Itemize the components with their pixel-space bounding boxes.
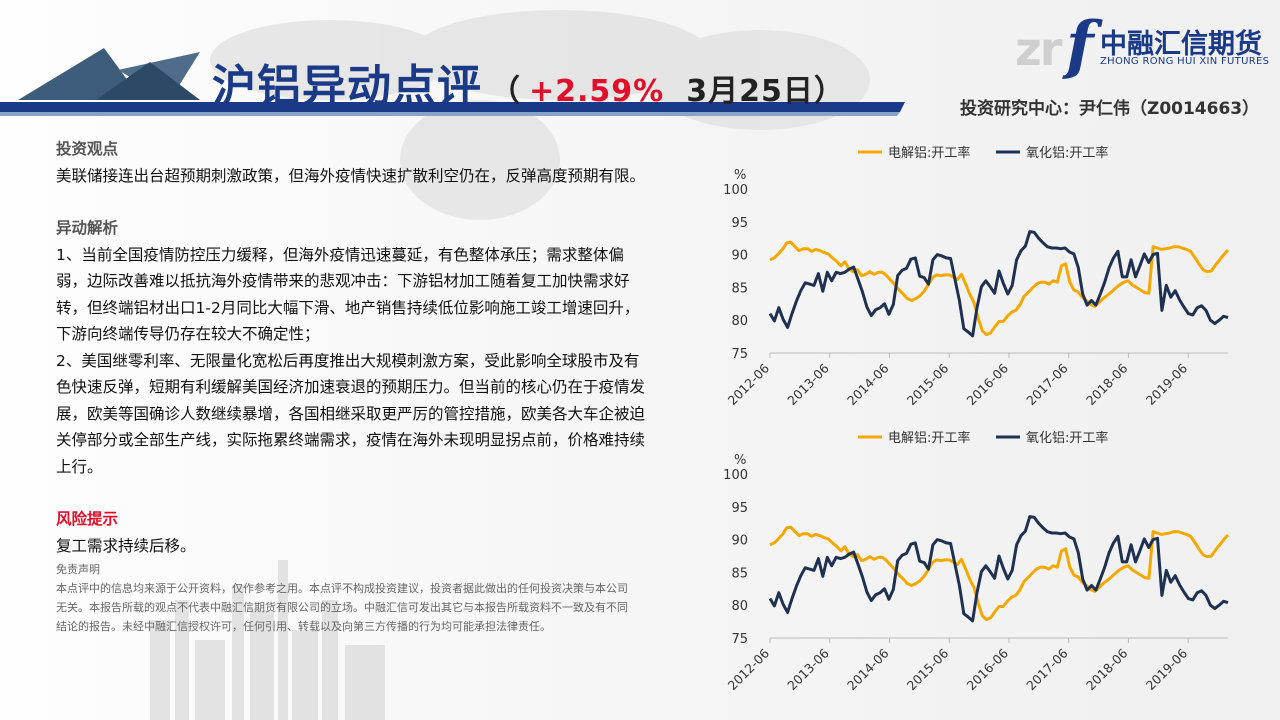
author-line: 投资研究中心：尹仁伟（Z0014663） bbox=[960, 99, 1260, 119]
x-tick-label: 2019-06 bbox=[1143, 360, 1191, 408]
price-change: +2.59% bbox=[529, 74, 665, 109]
risk-paragraph: 复工需求持续后移。 bbox=[56, 536, 196, 555]
title-paren-close: ） bbox=[813, 74, 845, 109]
x-tick-label: 2016-06 bbox=[964, 645, 1012, 693]
y-tick-label: 80 bbox=[731, 314, 748, 329]
x-tick-label: 2017-06 bbox=[1023, 645, 1071, 693]
x-tick-label: 2017-06 bbox=[1023, 360, 1071, 408]
title-paren-open: （ bbox=[490, 74, 521, 109]
x-tick-label: 2012-06 bbox=[725, 645, 773, 693]
y-tick-label: 85 bbox=[731, 281, 748, 296]
report-date: 3月25日 bbox=[686, 74, 814, 109]
series-line-2 bbox=[768, 515, 1229, 623]
y-axis-unit: % bbox=[734, 168, 746, 183]
x-tick-label: 2013-06 bbox=[784, 360, 832, 408]
x-tick-label: 2019-06 bbox=[1143, 645, 1191, 693]
x-tick-label: 2015-06 bbox=[904, 645, 952, 693]
series-line-2 bbox=[768, 230, 1229, 338]
disclaimer-text: 本点评中的信息均来源于公开资料，仅作参考之用。本点评不构成投资建议，投资者据此做… bbox=[56, 582, 628, 633]
x-tick-label: 2014-06 bbox=[844, 360, 892, 408]
analysis-point-1: 1、当前全国疫情防控压力缓释，但海外疫情迅速蔓延，有色整体承压；需求整体偏弱，边… bbox=[56, 245, 640, 344]
legend-label: 电解铝:开工率 bbox=[888, 430, 970, 446]
commentary-text: 投资观点 美联储接连出台超预期刺激政策，但海外疫情快速扩散利空仍在，反弹高度预期… bbox=[56, 136, 646, 636]
utilization-chart-1: 电解铝:开工率 氧化铝:开工率% 75 80 85 90 95 100 2012-06 2013-… bbox=[723, 145, 1230, 408]
y-tick-label: 80 bbox=[731, 599, 748, 614]
x-tick-label: 2014-06 bbox=[844, 645, 892, 693]
y-tick-label: 90 bbox=[731, 534, 748, 549]
series-line-1 bbox=[769, 240, 1230, 337]
y-axis-unit: % bbox=[734, 453, 746, 468]
company-name: 中融汇信期货 bbox=[1100, 29, 1262, 60]
risk-heading: 风险提示 bbox=[56, 510, 119, 528]
logo-mark: zr bbox=[1015, 22, 1062, 76]
y-tick-label: 100 bbox=[723, 183, 748, 198]
x-tick-label: 2015-06 bbox=[904, 360, 952, 408]
x-tick-label: 2012-06 bbox=[725, 360, 773, 408]
x-tick-label: 2018-06 bbox=[1083, 360, 1131, 408]
page-title: 沪铝异动点评（+2.59% 3月25日） bbox=[212, 50, 845, 114]
title-main: 沪铝异动点评 bbox=[212, 61, 482, 112]
x-tick-label: 2016-06 bbox=[964, 360, 1012, 408]
header-graphic bbox=[0, 48, 905, 116]
chart-bottom: 电解铝:开工率 氧化铝:开工率% 75 80 85 90 95 100 2012-06 2013-… bbox=[700, 420, 1260, 705]
y-tick-label: 95 bbox=[731, 501, 748, 516]
disclaimer-heading: 免责声明 bbox=[56, 563, 100, 576]
chart-top: 电解铝:开工率 氧化铝:开工率% 75 80 85 90 95 100 2012-06 2013-… bbox=[700, 135, 1260, 420]
city-skyline bbox=[150, 560, 385, 720]
y-tick-label: 90 bbox=[731, 249, 748, 264]
series-line-1 bbox=[769, 525, 1230, 622]
company-name-en: ZHONG RONG HUI XIN FUTURES bbox=[1100, 56, 1270, 67]
y-tick-label: 100 bbox=[723, 468, 748, 483]
legend-label: 电解铝:开工率 bbox=[888, 145, 970, 161]
slide-header: 沪铝异动点评（+2.59% 3月25日） 投资研究中心：尹仁伟（Z0014663）… bbox=[0, 0, 1280, 130]
logo-letter: f bbox=[1066, 8, 1094, 83]
y-tick-label: 95 bbox=[731, 216, 748, 231]
x-tick-label: 2018-06 bbox=[1083, 645, 1131, 693]
utilization-chart-2: 电解铝:开工率 氧化铝:开工率% 75 80 85 90 95 100 2012-06 2013-… bbox=[723, 430, 1230, 693]
view-paragraph: 美联储接连出台超预期刺激政策，但海外疫情快速扩散利空仍在，反弹高度预期有限。 bbox=[56, 166, 646, 185]
legend-label: 氧化铝:开工率 bbox=[1026, 430, 1108, 446]
analysis-heading: 异动解析 bbox=[56, 219, 119, 237]
y-tick-label: 75 bbox=[731, 632, 748, 647]
analysis-point-2: 2、美国继零利率、无限量化宽松后再度推出大规模刺激方案，受此影响全球股市及有色快… bbox=[56, 351, 646, 476]
view-heading: 投资观点 bbox=[56, 140, 119, 158]
x-tick-label: 2013-06 bbox=[784, 645, 832, 693]
legend-label: 氧化铝:开工率 bbox=[1026, 145, 1108, 161]
y-tick-label: 85 bbox=[731, 566, 748, 581]
y-tick-label: 75 bbox=[731, 347, 748, 362]
